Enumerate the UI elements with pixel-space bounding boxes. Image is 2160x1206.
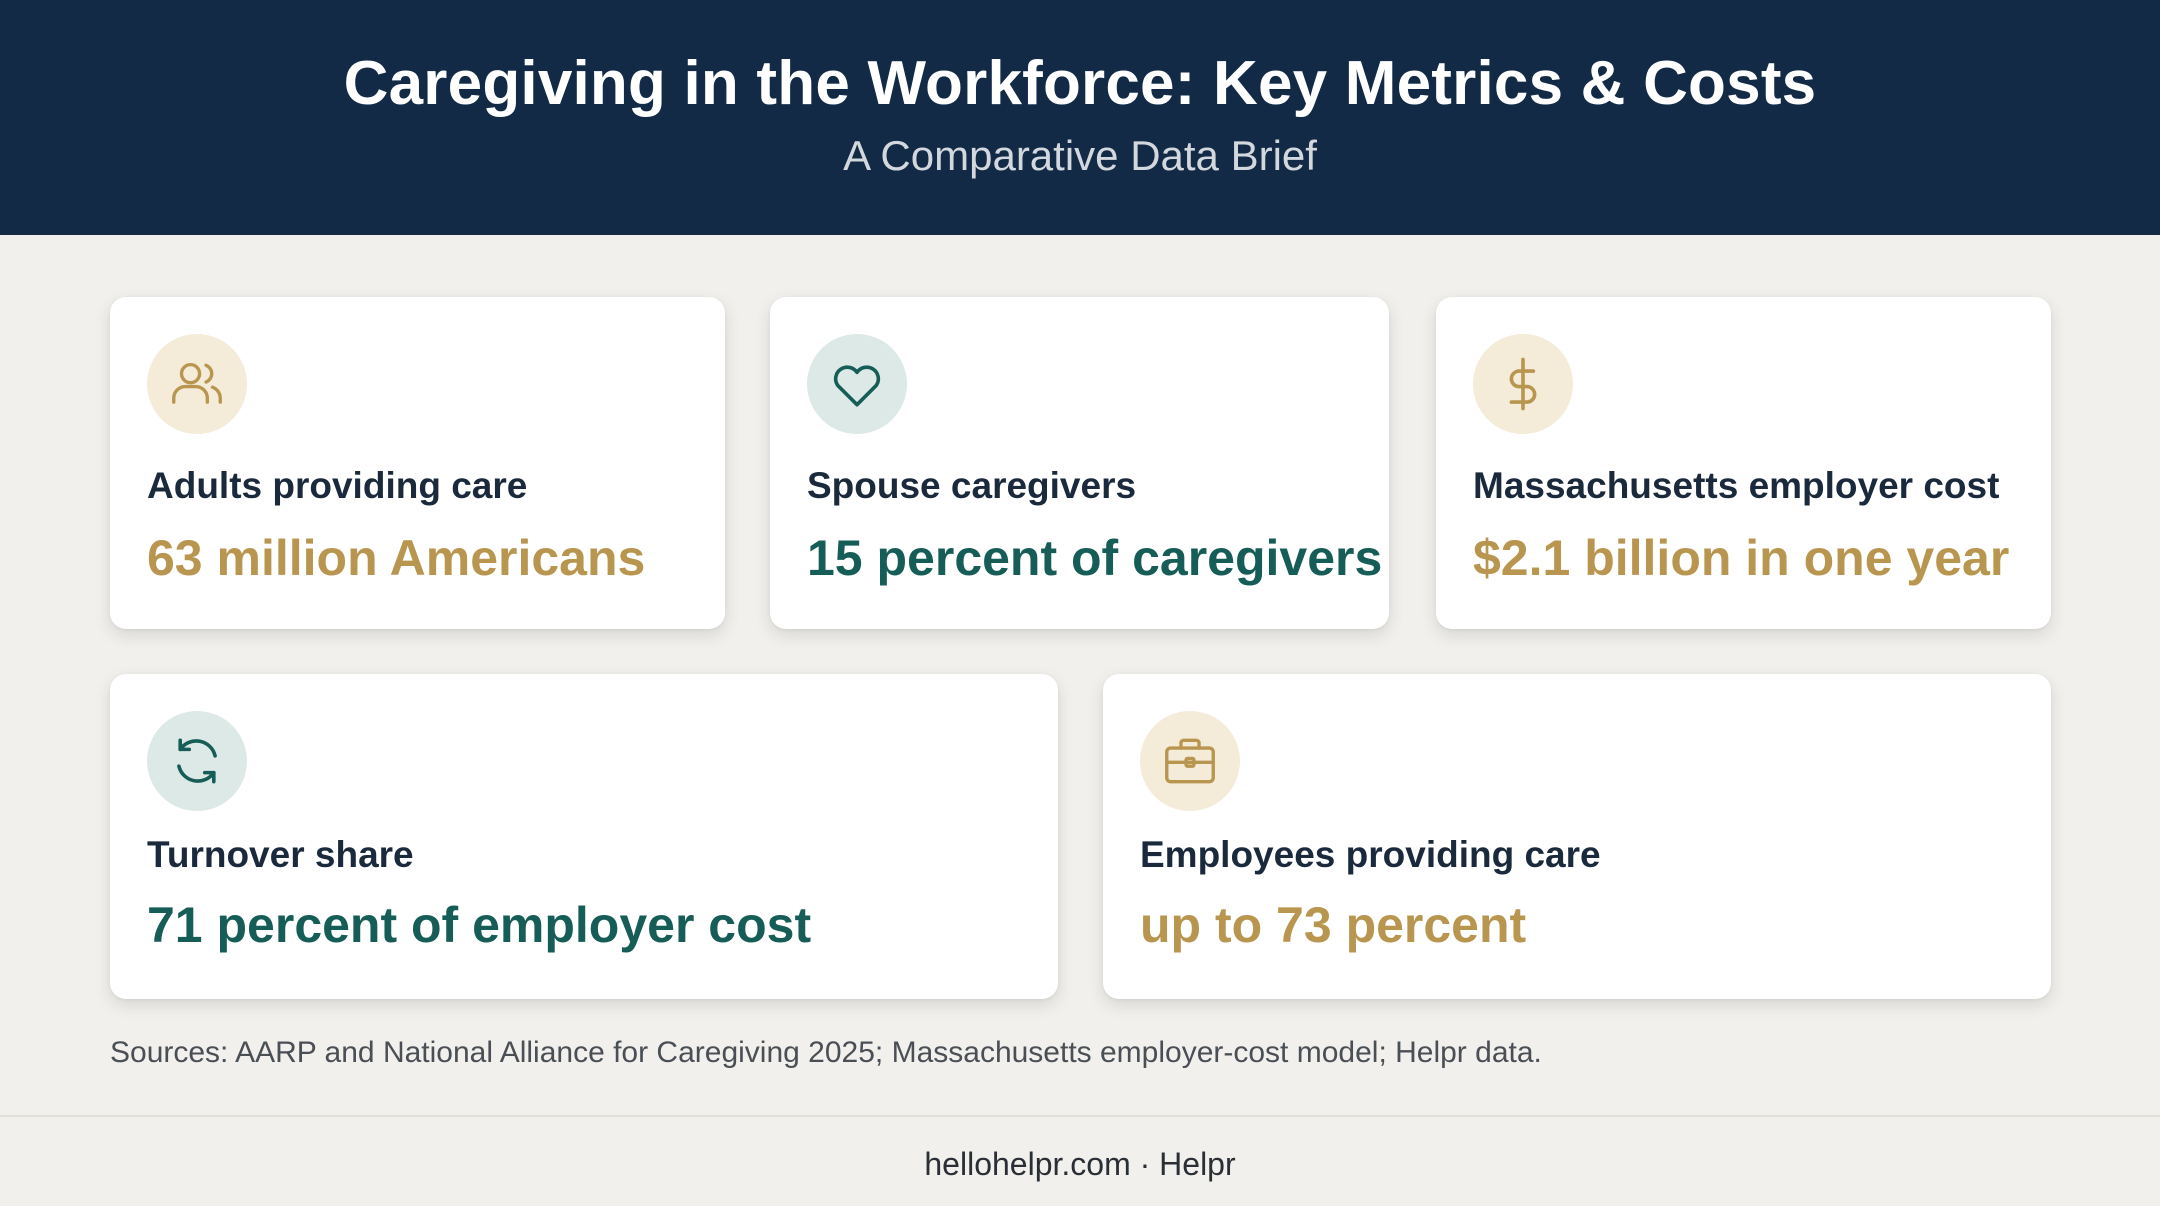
metric-card-massachusetts-employer-cost: Massachusetts employer cost $2.1 billion… (1436, 297, 2051, 629)
metric-card-spouse-caregivers: Spouse caregivers 15 percent of caregive… (770, 297, 1389, 629)
metric-value: 63 million Americans (147, 530, 646, 586)
sources-note: Sources: AARP and National Alliance for … (110, 1036, 1542, 1069)
metric-label: Turnover share (147, 834, 414, 875)
metric-value: 15 percent of caregivers (807, 530, 1383, 586)
metric-card-turnover-share: Turnover share 71 percent of employer co… (110, 674, 1058, 999)
header-banner: Caregiving in the Workforce: Key Metrics… (0, 0, 2160, 235)
footer-divider (0, 1115, 2160, 1117)
metric-value: 71 percent of employer cost (147, 897, 812, 953)
metric-label: Massachusetts employer cost (1473, 465, 2000, 506)
metric-label: Adults providing care (147, 465, 528, 506)
people-icon (147, 334, 247, 434)
metric-label: Spouse caregivers (807, 465, 1137, 506)
footer-credit: hellohelpr.com · Helpr (924, 1146, 1236, 1182)
refresh-icon (147, 711, 247, 811)
metric-value: up to 73 percent (1140, 897, 1527, 953)
page-title: Caregiving in the Workforce: Key Metrics… (343, 49, 1817, 118)
page-subtitle: A Comparative Data Brief (843, 132, 1317, 179)
metric-value: $2.1 billion in one year (1473, 530, 2010, 586)
briefcase-icon (1140, 711, 1240, 811)
dollar-icon (1473, 334, 1573, 434)
metric-card-adults-providing-care: Adults providing care 63 million America… (110, 297, 725, 629)
heart-icon (807, 334, 907, 434)
metric-card-employees-providing-care: Employees providing care up to 73 percen… (1103, 674, 2051, 999)
metric-label: Employees providing care (1140, 834, 1601, 875)
